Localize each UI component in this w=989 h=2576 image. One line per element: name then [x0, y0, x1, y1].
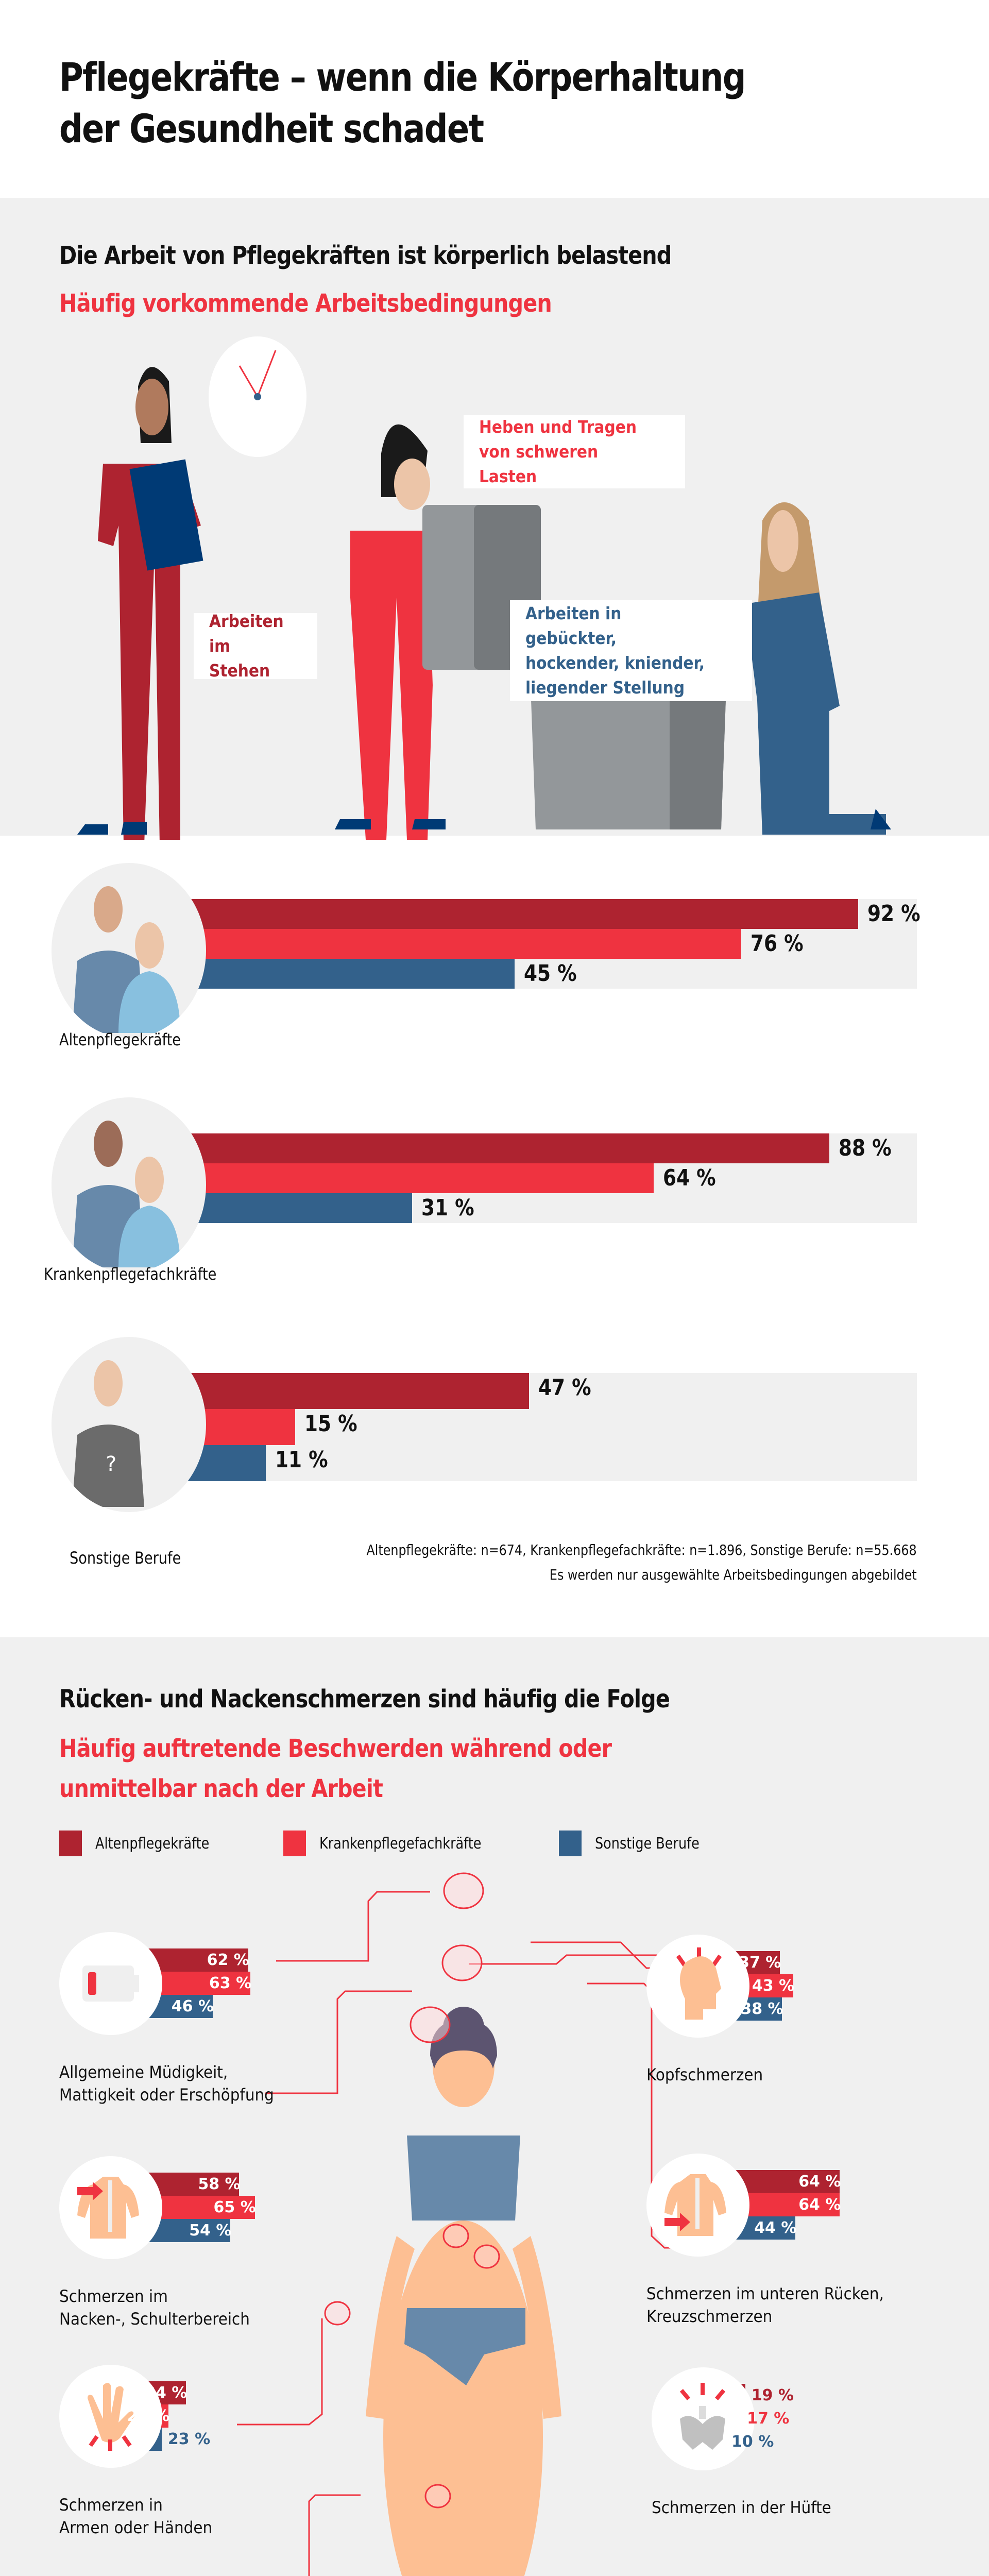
bar-standing — [185, 1133, 829, 1163]
complaint-bar-value: 17 % — [747, 2410, 790, 2428]
complaint-bar-value: 54 % — [189, 2222, 232, 2240]
label-bent-posture: Arbeiten in gebückter, hockender, kniend… — [510, 600, 752, 701]
bar-standing — [185, 1373, 530, 1409]
bar-lifting — [185, 929, 742, 959]
complaint-label: Schmerzen im Nacken-, Schulterbereich — [59, 2286, 250, 2329]
bar-value-label: 11 % — [275, 1447, 328, 1473]
svg-text:?: ? — [106, 1452, 116, 1476]
complaint-item: 62 % 63 % 46 % Allgemeine Müdigkeit, Mattig… — [59, 1932, 420, 2148]
avatar-sonstige: ? — [52, 1337, 206, 1512]
pain-markers — [324, 1872, 500, 2509]
section1-footnote: Altenpflegekräfte: n=674, Krankenpflegef… — [367, 1538, 917, 1587]
label-lifting: Heben und Tragen von schweren Lasten — [464, 415, 685, 488]
complaint-label: Schmerzen in Armen oder Händen — [59, 2495, 213, 2537]
bar-bent-posture — [185, 959, 515, 989]
complaint-bar-value: 64 % — [798, 2196, 841, 2214]
page-title: Pflegekräfte – wenn die Körperhaltung de… — [59, 52, 746, 155]
complaint-bar-value: 46 % — [171, 1997, 214, 2015]
nurse-kneeling-figure — [531, 502, 891, 835]
body-figure-illustration — [237, 1872, 698, 2576]
footnote-sample-sizes: Altenpflegekräfte: n=674, Krankenpflegef… — [366, 1541, 917, 1558]
complaint-bar-value: 58 % — [198, 2175, 241, 2193]
complaint-item: 37 % 43 % 38 % Kopfschmerzen — [646, 1935, 989, 2151]
bar-value-label: 15 % — [304, 1411, 357, 1437]
avatar-krankenpflege — [52, 1097, 206, 1273]
pain-marker-head — [441, 1944, 483, 1981]
complaint-label: Schmerzen im unteren Rücken, Kreuzschmer… — [646, 2284, 884, 2326]
complaint-bar-value: 37 % — [739, 1954, 781, 1972]
complaint-bar-value: 64 % — [798, 2173, 841, 2191]
complaint-item: 34 % 26 % 23 % Schmerzen in Armen oder Händ… — [59, 2365, 420, 2576]
complaint-label: Schmerzen in der Hüfte — [652, 2498, 831, 2517]
bar-value-label: 31 % — [421, 1195, 474, 1221]
pain-marker-lower-back — [442, 2224, 469, 2248]
headache-icon — [646, 1935, 749, 2038]
hip-icon — [652, 2367, 755, 2470]
complaint-label: Kopfschmerzen — [646, 2065, 763, 2084]
section2-subheading-line-2: unmittelbar nach der Arbeit — [59, 1774, 383, 1803]
nurse-standing-figure — [77, 367, 203, 840]
hand-icon — [59, 2365, 162, 2468]
bar-value-label: 76 % — [751, 930, 804, 957]
group-label: Sonstige Berufe — [70, 1548, 181, 1568]
complaint-bar-value: 62 % — [207, 1951, 249, 1969]
bar-value-label: 88 % — [838, 1135, 892, 1161]
bar-bent-posture — [185, 1193, 413, 1223]
complaint-item: 19 % 17 % 10 % Schmerzen in der Hüfte — [652, 2367, 989, 2576]
complaint-item: 58 % 65 % 54 % Schmerzen im Nacken-, Schult… — [59, 2156, 420, 2372]
footnote-selected-conditions: Es werden nur ausgewählte Arbeitsbedingu… — [550, 1566, 917, 1583]
page-title-line-2: der Gesundheit schadet — [59, 106, 484, 151]
bar-value-label: 64 % — [662, 1165, 716, 1191]
legend-swatch — [59, 1831, 82, 1856]
complaint-bar-value: 34 % — [145, 2384, 187, 2402]
pain-marker-hip — [473, 2244, 500, 2269]
complaint-bar-value: 43 % — [752, 1977, 795, 1995]
avatar-altenpflege — [52, 863, 206, 1038]
legend-item-altenpflege: Altenpflegekräfte — [59, 1831, 229, 1856]
bar-value-label: 45 % — [524, 960, 577, 987]
legend-item-sonstige: Sonstige Berufe — [559, 1831, 718, 1856]
section2-subheading-line-1: Häufig auftretende Beschwerden während o… — [59, 1734, 612, 1763]
section2-heading: Rücken- und Nackenschmerzen sind häufig … — [59, 1685, 670, 1714]
complaint-bar-value: 63 % — [209, 1974, 252, 1992]
avatar-people-icon — [72, 1121, 180, 1267]
group-label: Krankenpflegefachkräfte — [44, 1264, 217, 1284]
avatar-people-icon: ? — [72, 1360, 144, 1507]
bar-value-label: 47 % — [538, 1375, 591, 1401]
pain-marker-knee — [424, 2484, 451, 2509]
woman-body — [366, 2007, 561, 2576]
neck-shoulder-icon — [59, 2156, 162, 2259]
complaint-bar-value: 19 % — [751, 2386, 794, 2404]
battery-low-icon — [59, 1932, 162, 2035]
page-title-line-1: Pflegekräfte – wenn die Körperhaltung — [59, 54, 746, 100]
section1-heading: Die Arbeit von Pflegekräften ist körperl… — [59, 241, 672, 270]
complaint-bar-value: 38 % — [741, 2000, 783, 2018]
complaint-bar-value: 23 % — [167, 2430, 211, 2448]
lower-back-icon — [646, 2154, 749, 2257]
nurses-illustration — [77, 336, 891, 840]
complaint-bar-value: 26 % — [127, 2407, 170, 2425]
label-standing: Arbeiten im Stehen — [194, 611, 317, 681]
legend-swatch — [559, 1831, 582, 1856]
avatar-people-icon — [72, 886, 180, 1033]
bar-lifting — [185, 1163, 654, 1193]
legend-swatch — [283, 1831, 306, 1856]
complaint-bar-value: 10 % — [731, 2433, 774, 2451]
section1-subheading: Häufig vorkommende Arbeitsbedingungen — [59, 289, 552, 318]
complaint-bar-value: 44 % — [754, 2219, 797, 2237]
bar-standing — [185, 899, 859, 929]
complaint-label: Allgemeine Müdigkeit, Mattigkeit oder Er… — [59, 2062, 274, 2105]
section2-subheading: Häufig auftretende Beschwerden während o… — [59, 1728, 612, 1809]
complaint-bar-value: 65 % — [213, 2198, 256, 2216]
clock-icon — [209, 336, 306, 457]
group-label: Altenpflegekräfte — [59, 1030, 181, 1049]
pain-marker-fatigue — [443, 1872, 484, 1909]
legend-item-krankenpflege: Krankenpflegefachkräfte — [283, 1831, 510, 1856]
pain-marker-hand — [324, 2301, 351, 2326]
pain-marker-neck — [410, 2006, 451, 2043]
bar-value-label: 92 % — [867, 901, 920, 927]
complaint-item: 64 % 64 % 44 % Schmerzen im unteren Rücken,… — [646, 2154, 989, 2370]
